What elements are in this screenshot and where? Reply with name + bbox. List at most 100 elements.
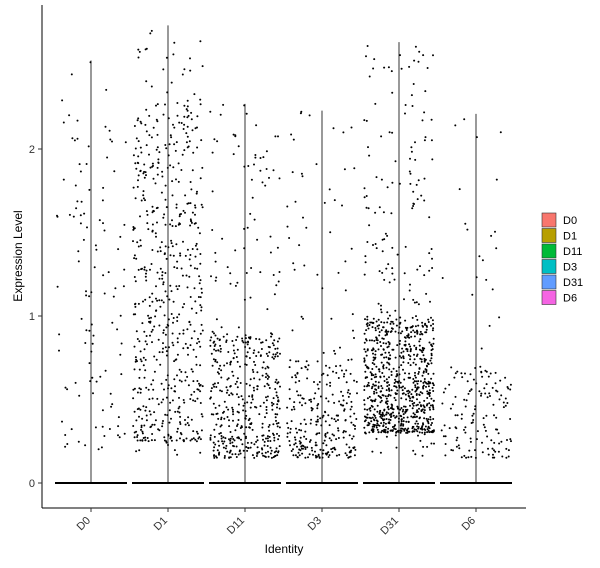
- data-point: [419, 330, 422, 333]
- data-point: [234, 134, 237, 137]
- data-point: [150, 29, 153, 32]
- data-point: [172, 53, 175, 56]
- data-point: [153, 439, 156, 442]
- data-point: [388, 363, 391, 366]
- data-point: [244, 363, 247, 366]
- data-point: [242, 341, 245, 344]
- legend-label: D6: [563, 293, 577, 305]
- data-point: [387, 427, 390, 430]
- data-point: [194, 127, 197, 130]
- data-point: [195, 363, 198, 366]
- data-point: [307, 364, 310, 367]
- data-point: [225, 339, 228, 342]
- data-point: [170, 239, 173, 242]
- data-point: [425, 385, 427, 388]
- data-point: [373, 424, 376, 426]
- data-point: [455, 445, 458, 448]
- data-point: [291, 171, 294, 174]
- data-point: [413, 401, 416, 404]
- data-point: [176, 374, 178, 377]
- data-point: [225, 391, 228, 394]
- data-point: [505, 456, 508, 459]
- data-point: [405, 420, 408, 423]
- data-point: [216, 449, 219, 452]
- data-point: [147, 228, 150, 231]
- data-point: [368, 431, 371, 434]
- data-point: [198, 282, 201, 285]
- data-point: [170, 439, 173, 442]
- data-point: [161, 425, 164, 428]
- data-point: [414, 363, 417, 366]
- data-point: [460, 456, 463, 459]
- data-point: [428, 252, 431, 255]
- data-point: [167, 444, 169, 446]
- y-tick-label: 0: [29, 478, 35, 490]
- data-point: [350, 405, 353, 408]
- data-point: [220, 435, 223, 437]
- data-point: [158, 277, 161, 280]
- data-point: [249, 336, 252, 339]
- data-point: [149, 413, 152, 416]
- data-point: [194, 222, 197, 225]
- data-point: [379, 409, 382, 412]
- data-point: [239, 365, 241, 368]
- data-point: [398, 355, 401, 358]
- data-point: [271, 356, 274, 359]
- data-point: [304, 366, 307, 369]
- data-point: [302, 317, 304, 320]
- data-point: [178, 313, 181, 316]
- data-point: [314, 450, 316, 453]
- data-point: [406, 408, 409, 411]
- data-point: [400, 420, 403, 423]
- data-point: [245, 355, 248, 358]
- data-point: [395, 430, 398, 433]
- data-point: [399, 381, 402, 384]
- data-point: [186, 125, 189, 128]
- data-point: [58, 349, 60, 352]
- data-point: [456, 370, 459, 373]
- data-point: [160, 241, 163, 244]
- data-point: [426, 67, 429, 69]
- data-point: [286, 435, 289, 438]
- data-point: [141, 432, 144, 435]
- data-point: [193, 390, 196, 393]
- data-point: [430, 352, 433, 355]
- data-point: [420, 405, 423, 408]
- data-point: [370, 387, 373, 390]
- data-point: [300, 429, 303, 432]
- data-point: [214, 260, 217, 263]
- data-point: [215, 386, 218, 388]
- data-point: [183, 123, 186, 126]
- data-point: [253, 389, 255, 392]
- data-point: [243, 165, 246, 168]
- data-point: [294, 374, 297, 377]
- data-point: [155, 285, 157, 288]
- data-point: [430, 357, 433, 360]
- data-point: [189, 254, 192, 256]
- data-point: [402, 350, 405, 353]
- data-point: [146, 343, 148, 346]
- data-point: [176, 316, 179, 319]
- data-point: [274, 416, 277, 419]
- data-point: [463, 118, 466, 121]
- data-point: [478, 255, 481, 258]
- data-point: [111, 403, 114, 406]
- data-point: [364, 261, 367, 264]
- data-point: [364, 364, 367, 367]
- data-point: [185, 108, 188, 111]
- data-point: [176, 288, 179, 291]
- data-point: [427, 372, 430, 375]
- data-point: [111, 140, 113, 143]
- data-point: [265, 399, 268, 402]
- data-point: [424, 136, 427, 139]
- data-point: [395, 393, 397, 396]
- data-point: [171, 341, 174, 344]
- data-point: [441, 277, 444, 279]
- data-point: [253, 456, 256, 459]
- data-point: [337, 429, 340, 432]
- data-point: [141, 430, 144, 433]
- data-point: [391, 131, 394, 134]
- data-point: [376, 422, 379, 425]
- data-point: [290, 420, 293, 423]
- data-point: [153, 355, 156, 358]
